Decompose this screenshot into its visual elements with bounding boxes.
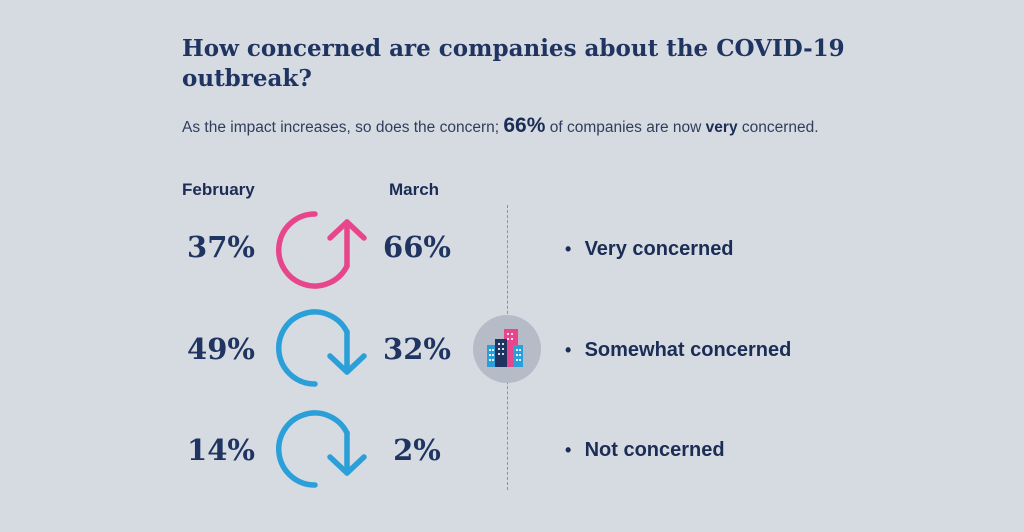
column-header-march: March xyxy=(389,180,440,199)
column-header-february: February xyxy=(182,180,255,199)
legend-item-somewhat-concerned: • Somewhat concerned xyxy=(565,339,791,362)
building-navy xyxy=(495,339,507,367)
building-blue-left xyxy=(487,345,496,367)
arrow-down-cycle-icon xyxy=(276,410,367,488)
arrow-down-cycle-path xyxy=(276,309,350,387)
bullet-icon: • xyxy=(565,440,572,460)
subtitle-text-1: As the impact increases, so does the con… xyxy=(182,119,504,136)
arrow-down-head xyxy=(327,353,367,375)
arrow-down-cycle-path xyxy=(276,410,350,488)
subtitle-bold: very xyxy=(705,119,738,136)
subtitle-highlight: 66% xyxy=(503,114,546,137)
february-value-very-concerned: 37% xyxy=(187,230,255,264)
buildings-icon xyxy=(487,329,523,367)
march-value-somewhat-concerned: 32% xyxy=(383,332,451,366)
legend-item-not-concerned: • Not concerned xyxy=(565,439,725,462)
legend-item-very-concerned: • Very concerned xyxy=(565,238,734,261)
arrow-up-cycle-path xyxy=(276,211,350,289)
arrow-down-cycle-icon xyxy=(276,309,367,387)
february-value-somewhat-concerned: 49% xyxy=(187,332,255,366)
chart-title: How concerned are companies about the CO… xyxy=(182,35,845,92)
february-value-not-concerned: 14% xyxy=(187,433,255,467)
chart-subtitle: As the impact increases, so does the con… xyxy=(182,115,822,138)
arrow-down-head xyxy=(327,454,367,476)
arrow-up-head xyxy=(327,219,367,241)
march-value-very-concerned: 66% xyxy=(383,230,451,264)
bullet-icon: • xyxy=(565,340,572,360)
march-value-not-concerned: 2% xyxy=(393,433,441,467)
legend-label: Very concerned xyxy=(584,238,734,260)
legend-label: Somewhat concerned xyxy=(584,339,792,361)
subtitle-text-2: of companies are now xyxy=(545,119,706,136)
legend-label: Not concerned xyxy=(584,439,725,461)
subtitle-text-3: concerned. xyxy=(737,119,819,136)
buildings-icon-badge xyxy=(473,315,541,383)
arrow-up-cycle-icon xyxy=(276,211,367,289)
building-windows xyxy=(489,333,521,361)
bullet-icon: • xyxy=(565,239,572,259)
